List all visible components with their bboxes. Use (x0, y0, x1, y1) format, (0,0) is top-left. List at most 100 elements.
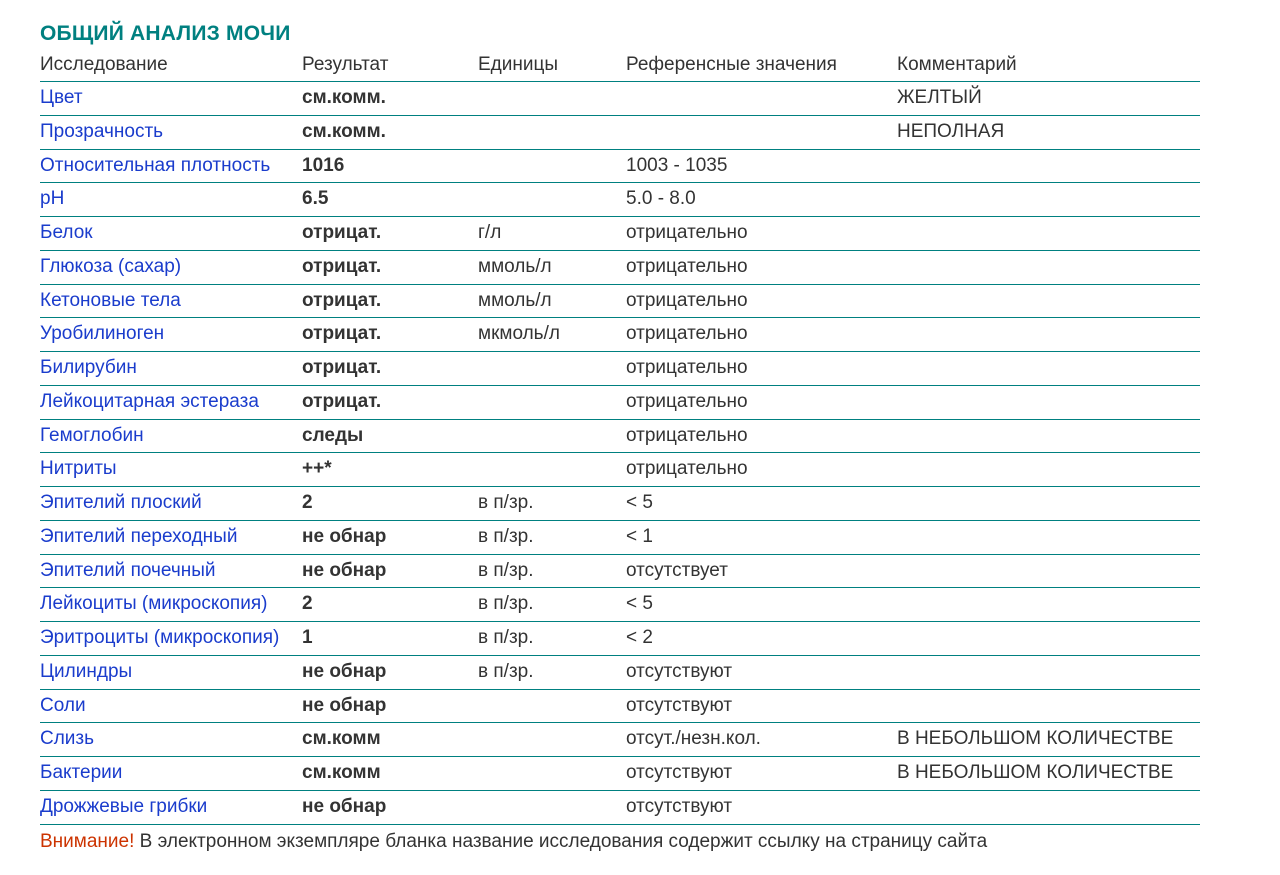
cell-result: отрицат. (302, 352, 478, 386)
cell-units: ммоль/л (478, 284, 626, 318)
cell-test-name: Цилиндры (40, 655, 302, 689)
cell-test-name: Эпителий плоский (40, 487, 302, 521)
cell-test-name: Цвет (40, 82, 302, 116)
cell-test-name: Соли (40, 689, 302, 723)
table-row: Гемоглобинследыотрицательно (40, 419, 1200, 453)
cell-units: в п/зр. (478, 655, 626, 689)
table-row: Дрожжевые грибкине обнаротсутствуют (40, 790, 1200, 824)
table-row: Солине обнаротсутствуют (40, 689, 1200, 723)
cell-result: см.комм. (302, 82, 478, 116)
cell-reference: отрицательно (626, 284, 897, 318)
cell-units (478, 689, 626, 723)
col-header-result: Результат (302, 50, 478, 82)
results-table: Исследование Результат Единицы Референсн… (40, 50, 1200, 825)
cell-units (478, 352, 626, 386)
cell-reference: отрицательно (626, 318, 897, 352)
table-row: Эпителий плоский2в п/зр.< 5 (40, 487, 1200, 521)
cell-comment (897, 183, 1200, 217)
table-row: Цветсм.комм. ЖЕЛТЫЙ (40, 82, 1200, 116)
cell-units (478, 419, 626, 453)
cell-result: отрицат. (302, 284, 478, 318)
cell-comment (897, 622, 1200, 656)
table-row: Эпителий почечныйне обнарв п/зр.отсутств… (40, 554, 1200, 588)
cell-units: в п/зр. (478, 622, 626, 656)
cell-reference (626, 115, 897, 149)
cell-reference: < 1 (626, 520, 897, 554)
cell-units (478, 149, 626, 183)
table-row: Лейкоцитарная эстеразаотрицат. отрицатель… (40, 385, 1200, 419)
cell-units: в п/зр. (478, 554, 626, 588)
col-header-ref: Референсные значения (626, 50, 897, 82)
cell-reference: отрицательно (626, 453, 897, 487)
cell-test-name: Дрожжевые грибки (40, 790, 302, 824)
cell-result: отрицат. (302, 385, 478, 419)
cell-units: г/л (478, 217, 626, 251)
cell-units (478, 757, 626, 791)
cell-test-name: Относительная плотность (40, 149, 302, 183)
cell-test-name: Эритроциты (микроскопия) (40, 622, 302, 656)
cell-comment (897, 149, 1200, 183)
cell-result: см.комм (302, 723, 478, 757)
table-row: Эритроциты (микроскопия)1в п/зр.< 2 (40, 622, 1200, 656)
cell-reference: отрицательно (626, 385, 897, 419)
cell-test-name: pH (40, 183, 302, 217)
footnote-warning: Внимание! (40, 831, 134, 852)
cell-units (478, 82, 626, 116)
cell-test-name: Прозрачность (40, 115, 302, 149)
table-row: Кетоновые телаотрицат.ммоль/лотрицательн… (40, 284, 1200, 318)
cell-comment (897, 689, 1200, 723)
table-row: Белокотрицат.г/лотрицательно (40, 217, 1200, 251)
cell-result: отрицат. (302, 250, 478, 284)
cell-reference: отсутствуют (626, 790, 897, 824)
cell-comment: ЖЕЛТЫЙ (897, 82, 1200, 116)
cell-units (478, 723, 626, 757)
cell-units: мкмоль/л (478, 318, 626, 352)
cell-result: следы (302, 419, 478, 453)
cell-reference: отрицательно (626, 352, 897, 386)
cell-result: 1 (302, 622, 478, 656)
cell-comment (897, 318, 1200, 352)
cell-result: не обнар (302, 520, 478, 554)
cell-units (478, 453, 626, 487)
table-row: Билирубинотрицат. отрицательно (40, 352, 1200, 386)
table-row: Слизьсм.коммотсут./незн.кол.В НЕБОЛЬШОМ … (40, 723, 1200, 757)
cell-reference: < 2 (626, 622, 897, 656)
cell-comment (897, 385, 1200, 419)
cell-test-name: Глюкоза (сахар) (40, 250, 302, 284)
cell-reference: отсутствуют (626, 757, 897, 791)
table-row: Эпителий переходныйне обнарв п/зр.< 1 (40, 520, 1200, 554)
cell-comment (897, 352, 1200, 386)
cell-comment (897, 453, 1200, 487)
footnote: Внимание! В электронном экземпляре бланк… (40, 831, 1160, 853)
cell-test-name: Билирубин (40, 352, 302, 386)
cell-result: не обнар (302, 554, 478, 588)
cell-units (478, 115, 626, 149)
cell-test-name: Эпителий почечный (40, 554, 302, 588)
cell-result: не обнар (302, 689, 478, 723)
cell-units (478, 183, 626, 217)
cell-reference: 5.0 - 8.0 (626, 183, 897, 217)
cell-test-name: Слизь (40, 723, 302, 757)
cell-reference: < 5 (626, 588, 897, 622)
table-row: Нитриты++*отрицательно (40, 453, 1200, 487)
cell-comment (897, 419, 1200, 453)
cell-comment (897, 487, 1200, 521)
col-header-test: Исследование (40, 50, 302, 82)
cell-result: см.комм. (302, 115, 478, 149)
cell-comment: В НЕБОЛЬШОМ КОЛИЧЕСТВЕ (897, 757, 1200, 791)
cell-units: ммоль/л (478, 250, 626, 284)
cell-units (478, 790, 626, 824)
cell-result: не обнар (302, 655, 478, 689)
cell-result: 2 (302, 487, 478, 521)
cell-test-name: Бактерии (40, 757, 302, 791)
cell-test-name: Эпителий переходный (40, 520, 302, 554)
cell-reference: отсутствуют (626, 655, 897, 689)
footnote-text: В электронном экземпляре бланка название… (134, 831, 987, 852)
cell-units: в п/зр. (478, 588, 626, 622)
cell-units (478, 385, 626, 419)
cell-test-name: Лейкоцитарная эстераза (40, 385, 302, 419)
table-row: Прозрачностьсм.комм.НЕПОЛНАЯ (40, 115, 1200, 149)
cell-reference: отрицательно (626, 419, 897, 453)
cell-reference: 1003 - 1035 (626, 149, 897, 183)
table-row: Относительная плотность10161003 - 1035 (40, 149, 1200, 183)
